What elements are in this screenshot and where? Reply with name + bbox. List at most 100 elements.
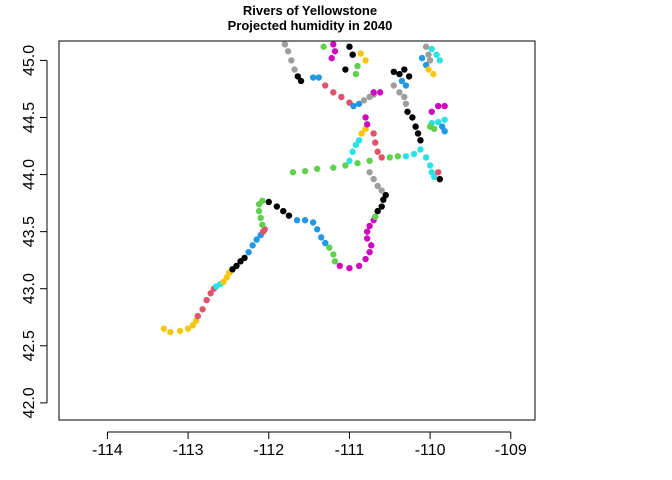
data-point [301,167,309,175]
data-point [189,322,197,329]
data-point [436,57,443,64]
data-point [281,41,289,48]
data-point [336,262,343,270]
data-point [378,187,385,194]
data-point [378,203,385,210]
data-point [368,242,375,249]
data-point [366,169,373,176]
data-point [346,43,353,50]
data-point [346,157,353,165]
data-point [382,191,389,199]
data-point [291,66,298,73]
data-point [378,154,385,161]
y-tick-label: 43.0 [21,273,38,304]
data-points [160,41,448,336]
chart-title: Rivers of Yellowstone [243,3,377,18]
data-point [441,102,448,110]
data-point [255,207,263,215]
data-point [426,162,434,169]
data-point [184,325,192,332]
data-point [430,173,438,181]
data-point [362,255,369,263]
data-point [396,70,403,78]
data-point [309,74,317,81]
data-point [418,54,426,62]
data-point [176,327,184,335]
data-point [318,234,325,241]
data-point [363,228,371,235]
data-point [405,73,413,80]
data-point [259,221,266,228]
data-point [288,57,295,64]
data-point [414,130,422,137]
y-tick-label: 45.0 [21,45,38,76]
data-point [390,68,398,76]
y-tick-label: 44.0 [21,159,38,190]
data-point [273,203,281,210]
plot-frame [58,40,536,421]
data-point [358,130,365,137]
data-point [434,102,442,110]
data-point [265,198,272,206]
data-point [330,251,337,258]
x-tick-label: -110 [415,442,446,459]
data-point [401,66,408,73]
data-point [417,146,424,153]
data-point [362,57,369,64]
data-point [412,123,419,130]
data-point [372,213,379,221]
data-point [294,73,302,80]
data-point [374,207,381,215]
x-tick-label: -112 [253,442,284,459]
data-point [404,108,411,115]
y-tick-label: 42.0 [21,387,38,418]
y-tick-label: 44.5 [21,102,38,133]
data-point [441,116,448,123]
data-point [430,125,438,133]
data-point [363,121,371,128]
data-point [425,51,432,58]
data-point [349,51,356,58]
data-point [390,82,398,89]
data-point [436,175,443,183]
data-point [430,70,437,78]
data-point [313,226,321,233]
chart-subtitle: Projected humidity in 2040 [228,18,393,33]
data-point [342,162,349,169]
y-axis: 42.0 42.5 43.0 43.5 44.0 44.5 45.0 [21,45,48,418]
data-point [354,62,361,70]
data-point [355,137,363,144]
data-point [289,169,297,176]
data-point [374,182,381,190]
data-point [417,137,424,144]
data-point [328,54,335,62]
data-point [352,141,360,149]
x-tick-label: -111 [335,442,365,459]
data-point [285,212,293,219]
data-point [331,258,339,265]
x-tick-label: -113 [173,442,204,459]
data-point [402,82,410,89]
data-point [331,48,339,55]
data-point [253,236,260,243]
data-point [398,77,406,85]
data-point [441,127,448,135]
data-point [366,157,373,165]
data-point [350,102,357,110]
data-point [428,108,435,115]
data-point [315,74,322,81]
data-point [330,41,337,48]
data-point [355,262,363,270]
data-point [426,57,434,64]
data-point [284,48,292,55]
data-point [330,164,337,171]
data-point [362,114,369,121]
data-point [322,82,329,89]
data-point [194,312,201,320]
data-point [203,296,210,304]
data-point [349,148,356,155]
data-point [386,154,393,161]
data-point [366,248,373,256]
data-point [309,219,317,226]
